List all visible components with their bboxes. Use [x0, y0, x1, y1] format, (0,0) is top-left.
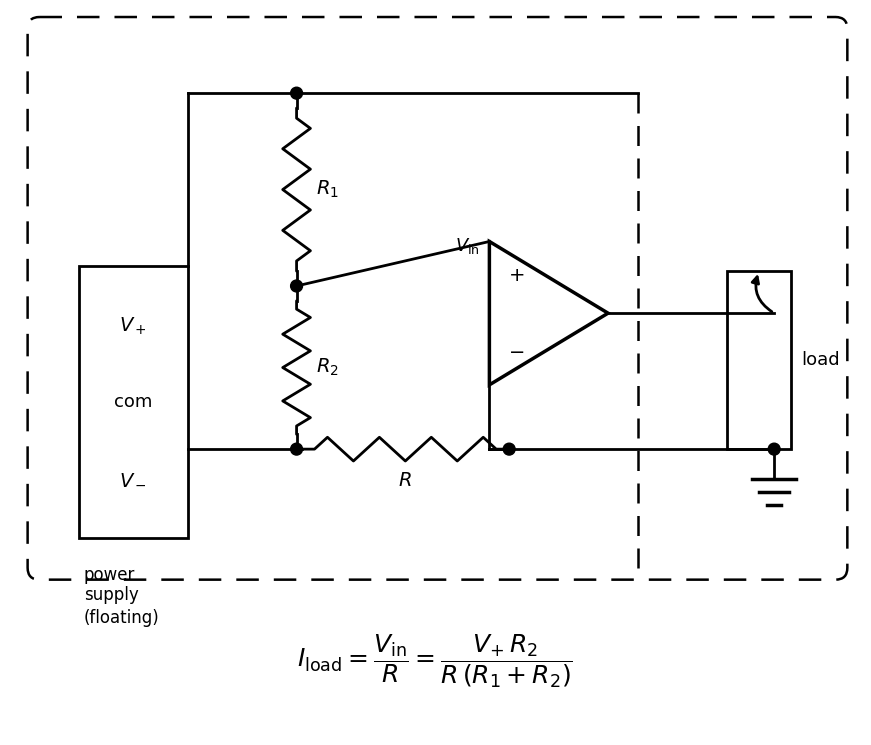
Text: $I_{\mathrm{load}} = \dfrac{V_{\mathrm{in}}}{R} = \dfrac{V_{+}\,R_2}{R\,(R_1 + R: $I_{\mathrm{load}} = \dfrac{V_{\mathrm{i…: [297, 633, 573, 691]
Text: $V_+$: $V_+$: [119, 315, 147, 337]
Text: $R_1$: $R_1$: [316, 179, 340, 200]
Bar: [726, 271, 791, 449]
Circle shape: [503, 443, 515, 455]
Text: $R_2$: $R_2$: [316, 357, 339, 378]
Circle shape: [291, 443, 302, 455]
Text: $V_{\mathrm{in}}$: $V_{\mathrm{in}}$: [455, 236, 480, 256]
Text: power: power: [84, 565, 135, 584]
Text: $V_-$: $V_-$: [119, 469, 147, 488]
Circle shape: [768, 443, 780, 455]
Text: load: load: [800, 351, 840, 369]
Text: $R$: $R$: [399, 471, 412, 490]
Bar: [79, 266, 188, 538]
Circle shape: [291, 280, 302, 292]
Text: +: +: [509, 266, 525, 285]
Text: (floating): (floating): [84, 609, 159, 627]
Text: supply: supply: [84, 586, 138, 603]
Text: −: −: [509, 343, 525, 362]
Text: com: com: [114, 393, 152, 411]
Circle shape: [291, 87, 302, 99]
